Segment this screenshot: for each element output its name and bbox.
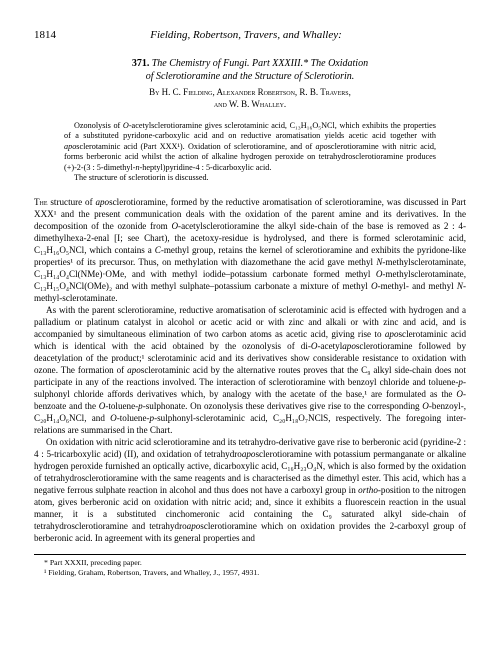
article-title-block: 371. The Chemistry of Fungi. Part XXXIII… <box>34 57 466 83</box>
authors-line1: By H. C. Fielding, Alexander Robertson, … <box>149 87 351 97</box>
footnote-1: * Part XXXII, preceding paper. <box>34 558 466 568</box>
body-p2: As with the parent sclerotioramine, redu… <box>34 304 466 436</box>
body-p3: On oxidation with nitric acid sclerotior… <box>34 436 466 544</box>
body-text: The structure of aposclerotioramine, for… <box>34 196 466 544</box>
abstract: Ozonolysis of O-acetylsclerotioramine gi… <box>64 121 436 184</box>
abstract-p1: Ozonolysis of O-acetylsclerotioramine gi… <box>64 121 436 174</box>
article-title-line2: of Sclerotioramine and the Structure of … <box>146 71 355 82</box>
article-number: 371. <box>132 58 150 69</box>
authors-line2: and W. B. Whalley. <box>214 99 286 109</box>
authors-block: By H. C. Fielding, Alexander Robertson, … <box>34 87 466 111</box>
footnote-2: ¹ Fielding, Graham, Robertson, Travers, … <box>34 568 466 578</box>
page-header: 1814 Fielding, Robertson, Travers, and W… <box>34 28 466 43</box>
footnotes: * Part XXXII, preceding paper. ¹ Fieldin… <box>34 554 466 579</box>
running-title: Fielding, Robertson, Travers, and Whalle… <box>150 28 342 43</box>
abstract-p2: The structure of sclerotiorin is discuss… <box>64 173 436 184</box>
body-p1: The structure of aposclerotioramine, for… <box>34 196 466 304</box>
lead-word: The <box>34 197 48 207</box>
page-number: 1814 <box>34 28 56 43</box>
article-title-line1: The Chemistry of Fungi. Part XXXIII.* Th… <box>152 58 368 69</box>
